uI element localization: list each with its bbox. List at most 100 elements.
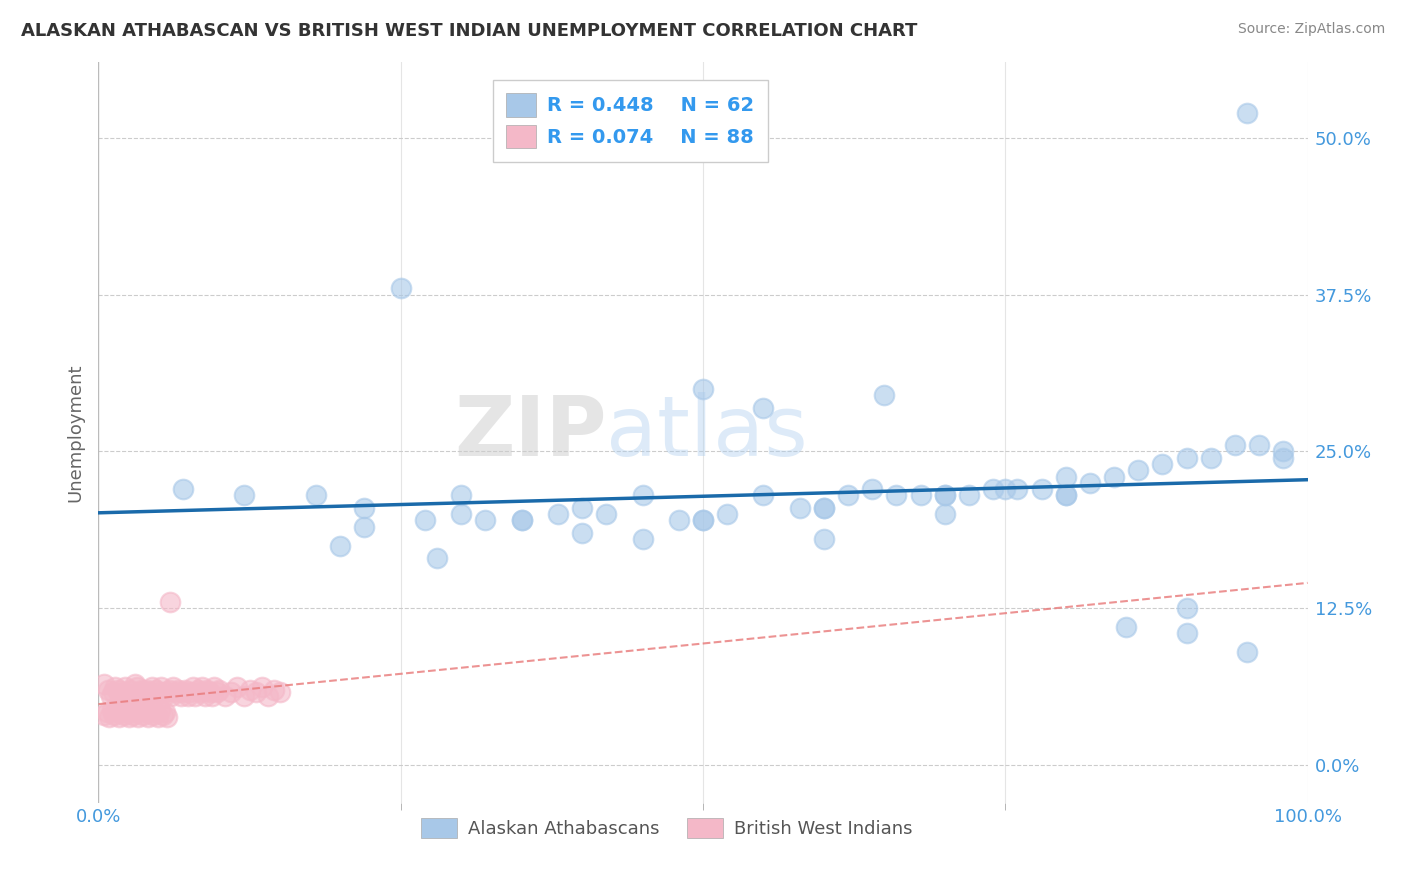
Point bbox=[167, 682, 190, 697]
Point bbox=[692, 513, 714, 527]
Point bbox=[934, 507, 956, 521]
Point bbox=[813, 533, 835, 547]
Text: Source: ZipAtlas.com: Source: ZipAtlas.com bbox=[1237, 22, 1385, 37]
Point bbox=[107, 682, 129, 697]
Point bbox=[128, 685, 150, 699]
Point bbox=[1152, 457, 1174, 471]
Point bbox=[353, 500, 375, 515]
Point bbox=[139, 703, 162, 717]
Point bbox=[135, 706, 157, 720]
Point bbox=[571, 500, 593, 515]
Point bbox=[143, 689, 166, 703]
Point bbox=[1175, 626, 1198, 640]
Point bbox=[135, 682, 157, 697]
Point bbox=[136, 710, 159, 724]
Point bbox=[1054, 488, 1077, 502]
Point bbox=[353, 520, 375, 534]
Point bbox=[155, 685, 177, 699]
Point bbox=[1054, 488, 1077, 502]
Point bbox=[1272, 444, 1295, 458]
Point bbox=[191, 681, 214, 695]
Point bbox=[873, 388, 896, 402]
Point bbox=[194, 689, 217, 703]
Point bbox=[269, 685, 291, 699]
Point bbox=[1115, 620, 1137, 634]
Point bbox=[101, 685, 124, 699]
Point bbox=[305, 488, 328, 502]
Point bbox=[97, 682, 120, 697]
Point bbox=[105, 706, 128, 720]
Point bbox=[232, 488, 254, 502]
Text: atlas: atlas bbox=[606, 392, 808, 473]
Point bbox=[142, 708, 165, 723]
Point bbox=[450, 488, 472, 502]
Point bbox=[108, 689, 131, 703]
Legend: Alaskan Athabascans, British West Indians: Alaskan Athabascans, British West Indian… bbox=[413, 811, 920, 846]
Point bbox=[1078, 475, 1101, 490]
Point bbox=[571, 526, 593, 541]
Point bbox=[172, 685, 194, 699]
Point bbox=[474, 513, 496, 527]
Point bbox=[98, 710, 121, 724]
Point bbox=[1236, 645, 1258, 659]
Point bbox=[117, 687, 139, 701]
Point bbox=[389, 281, 412, 295]
Point bbox=[1175, 601, 1198, 615]
Point bbox=[1223, 438, 1246, 452]
Point bbox=[188, 685, 211, 699]
Point bbox=[108, 710, 131, 724]
Point bbox=[104, 681, 127, 695]
Point bbox=[981, 482, 1004, 496]
Point bbox=[121, 689, 143, 703]
Point bbox=[152, 708, 174, 723]
Point bbox=[510, 513, 533, 527]
Point bbox=[329, 539, 352, 553]
Point bbox=[208, 682, 231, 697]
Point bbox=[198, 685, 221, 699]
Point bbox=[752, 401, 775, 415]
Point bbox=[226, 681, 249, 695]
Point bbox=[134, 689, 156, 703]
Point bbox=[245, 685, 267, 699]
Point bbox=[934, 488, 956, 502]
Point bbox=[547, 507, 569, 521]
Point bbox=[162, 681, 184, 695]
Point bbox=[910, 488, 932, 502]
Point bbox=[510, 513, 533, 527]
Point bbox=[426, 551, 449, 566]
Point bbox=[201, 689, 224, 703]
Point bbox=[595, 507, 617, 521]
Point bbox=[1199, 450, 1222, 465]
Point bbox=[131, 682, 153, 697]
Point bbox=[127, 681, 149, 695]
Point bbox=[934, 488, 956, 502]
Text: ZIP: ZIP bbox=[454, 392, 606, 473]
Point bbox=[93, 708, 115, 723]
Point bbox=[957, 488, 980, 502]
Point bbox=[187, 682, 209, 697]
Point bbox=[118, 710, 141, 724]
Point bbox=[118, 682, 141, 697]
Point bbox=[138, 685, 160, 699]
Point bbox=[111, 685, 134, 699]
Point bbox=[114, 681, 136, 695]
Point bbox=[148, 685, 170, 699]
Point bbox=[157, 682, 180, 697]
Point bbox=[153, 706, 176, 720]
Point bbox=[100, 703, 122, 717]
Point bbox=[239, 682, 262, 697]
Point bbox=[716, 507, 738, 521]
Point bbox=[752, 488, 775, 502]
Point bbox=[813, 500, 835, 515]
Point bbox=[152, 689, 174, 703]
Point bbox=[129, 703, 152, 717]
Point bbox=[165, 685, 187, 699]
Point bbox=[103, 708, 125, 723]
Point bbox=[172, 482, 194, 496]
Point bbox=[1236, 105, 1258, 120]
Point bbox=[177, 689, 200, 703]
Point bbox=[179, 685, 201, 699]
Point bbox=[145, 682, 167, 697]
Point bbox=[837, 488, 859, 502]
Point bbox=[100, 689, 122, 703]
